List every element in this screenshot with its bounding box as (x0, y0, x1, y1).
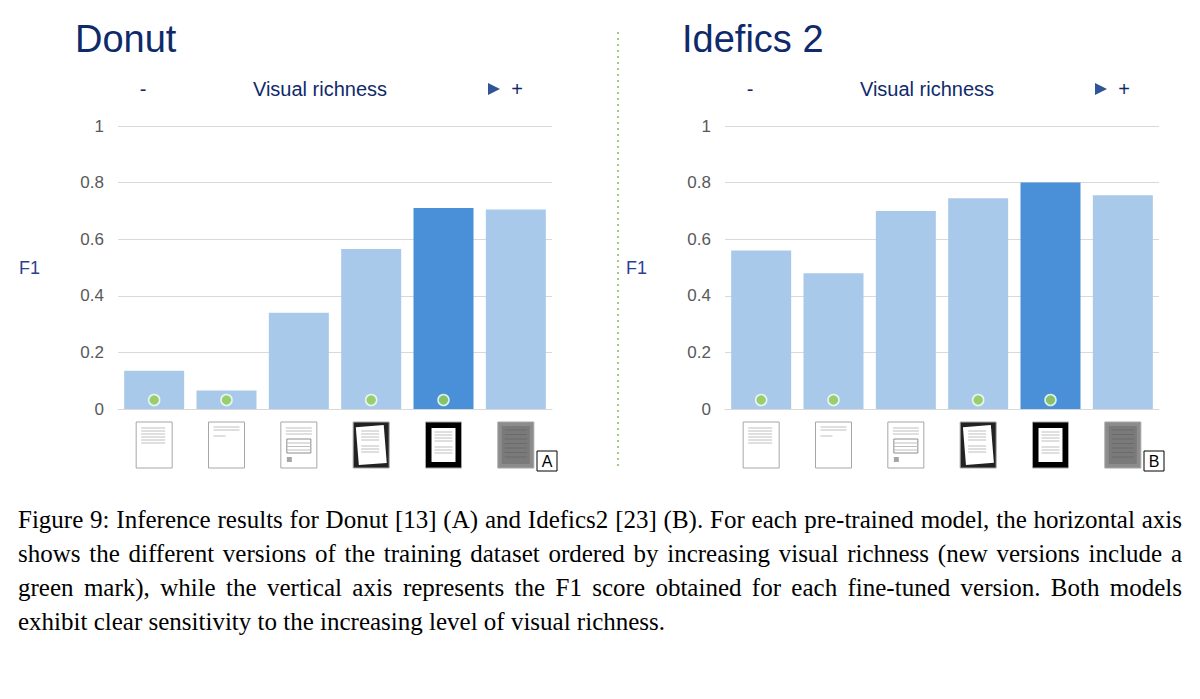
svg-text:0.8: 0.8 (80, 173, 104, 192)
svg-text:-: - (747, 78, 754, 100)
svg-text:Donut: Donut (75, 18, 177, 60)
svg-text:0.4: 0.4 (687, 286, 711, 305)
svg-text:1: 1 (95, 117, 104, 136)
svg-text:0: 0 (95, 400, 104, 419)
svg-text:0.6: 0.6 (687, 230, 711, 249)
svg-text:0.4: 0.4 (80, 286, 104, 305)
svg-text:Visual richness: Visual richness (253, 78, 387, 100)
svg-text:+: + (1118, 78, 1130, 100)
svg-text:+: + (511, 78, 523, 100)
svg-text:0.8: 0.8 (687, 173, 711, 192)
svg-text:0.2: 0.2 (687, 343, 711, 362)
svg-text:1: 1 (702, 117, 711, 136)
svg-text:0.2: 0.2 (80, 343, 104, 362)
svg-text:A: A (542, 453, 553, 470)
svg-text:Idefics 2: Idefics 2 (682, 18, 824, 60)
svg-text:0.6: 0.6 (80, 230, 104, 249)
svg-text:-: - (140, 78, 147, 100)
svg-text:F1: F1 (626, 258, 647, 278)
html-text:Figure 9: Inference results fo: Figure 9: Inference results for Donut [1… (18, 506, 1182, 635)
svg-text:B: B (1149, 453, 1160, 470)
svg-text:0: 0 (702, 400, 711, 419)
svg-text:Visual richness: Visual richness (860, 78, 994, 100)
svg-text:F1: F1 (19, 258, 40, 278)
